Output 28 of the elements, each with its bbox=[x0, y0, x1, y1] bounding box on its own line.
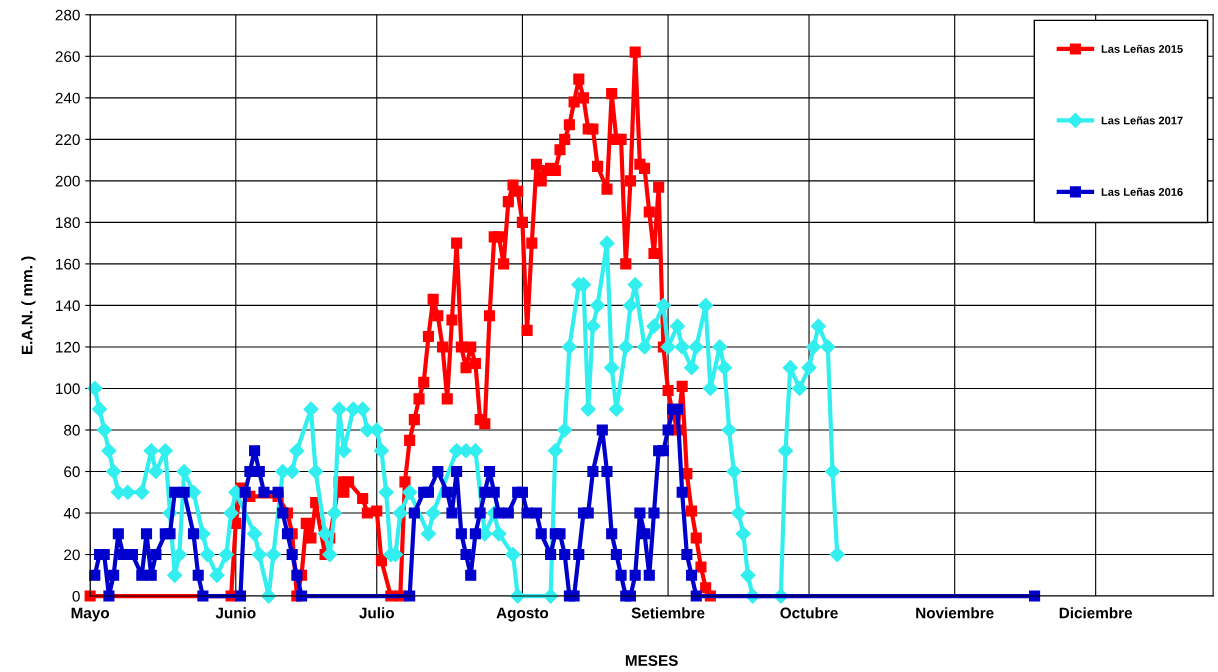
y-tick-label: 40 bbox=[63, 507, 80, 519]
y-axis-title: E.A.N. ( mm. ) bbox=[21, 256, 36, 355]
x-tick-label: Setiembre bbox=[631, 607, 705, 619]
y-tick-label: 260 bbox=[55, 51, 80, 62]
x-tick-label: Diciembre bbox=[1059, 607, 1133, 619]
legend-label: Las Leñas 2017 bbox=[1101, 116, 1183, 125]
x-tick-label: Agosto bbox=[496, 607, 549, 622]
y-tick-label: 100 bbox=[56, 383, 80, 395]
x-axis-title: MESES bbox=[625, 655, 678, 666]
legend-label: Las Leñas 2016 bbox=[1101, 187, 1183, 196]
y-tick-label: 280 bbox=[55, 9, 80, 21]
y-tick-label: 180 bbox=[56, 217, 80, 229]
y-tick-label: 20 bbox=[64, 549, 80, 561]
y-tick-label: 240 bbox=[55, 92, 80, 104]
y-tick-label: 200 bbox=[55, 175, 80, 187]
y-tick-label: 80 bbox=[64, 424, 80, 436]
y-tick-label: 120 bbox=[56, 341, 80, 353]
x-tick-label: Julio bbox=[359, 607, 394, 619]
x-tick-label: Mayo bbox=[71, 607, 110, 622]
y-tick-label: 160 bbox=[56, 258, 80, 270]
y-tick-label: 60 bbox=[64, 466, 80, 478]
legend-label: Las Leñas 2015 bbox=[1101, 44, 1183, 53]
y-tick-label: 220 bbox=[55, 134, 80, 146]
y-tick-label: 0 bbox=[72, 590, 80, 602]
x-tick-label: Octubre bbox=[780, 607, 838, 619]
x-tick-label: Junio bbox=[215, 607, 256, 619]
x-tick-label: Noviembre bbox=[916, 607, 994, 619]
y-tick-label: 140 bbox=[56, 300, 80, 312]
